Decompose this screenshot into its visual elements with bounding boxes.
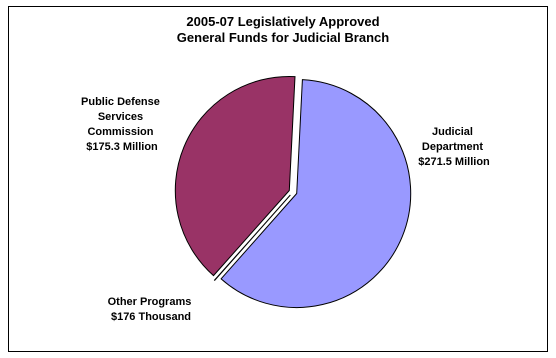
chart-title-line-2: General Funds for Judicial Branch bbox=[177, 30, 389, 45]
slice-label-public-defense: Public Defense Services Commission $175.… bbox=[81, 96, 163, 153]
slice-label-judicial-department: Judicial Department $271.5 Million bbox=[418, 126, 490, 168]
slice-label-other-programs-line-2: $176 Thousand bbox=[111, 311, 191, 323]
slice-label-other-programs-line-1: Other Programs bbox=[108, 296, 192, 308]
slice-label-judicial-line-1: Judicial bbox=[432, 126, 473, 138]
slice-label-judicial-line-3: $271.5 Million bbox=[418, 156, 490, 168]
chart-title-line-1: 2005-07 Legislatively Approved bbox=[186, 14, 379, 29]
pie-slices bbox=[174, 76, 412, 308]
slice-label-public-defense-line-2: Services bbox=[98, 111, 143, 123]
slice-label-other-programs: Other Programs $176 Thousand bbox=[108, 296, 195, 323]
pie-slice-judicial-department bbox=[220, 79, 412, 308]
pie-slice-other-programs bbox=[213, 194, 291, 282]
pie-slice-public-defense-services-commission bbox=[174, 76, 296, 277]
slice-label-public-defense-line-1: Public Defense bbox=[81, 96, 160, 108]
slice-label-public-defense-line-4: $175.3 Million bbox=[86, 141, 158, 153]
slice-label-judicial-line-2: Department bbox=[422, 141, 483, 153]
slice-label-public-defense-line-3: Commission bbox=[87, 126, 153, 138]
